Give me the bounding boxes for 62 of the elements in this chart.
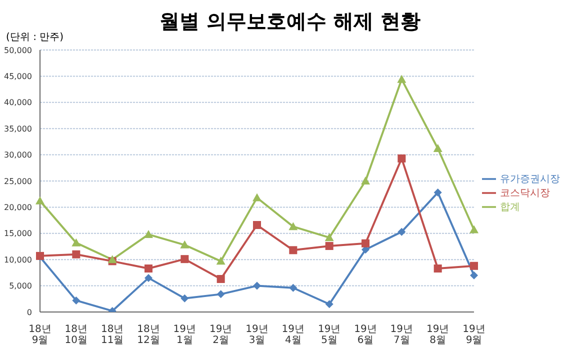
y-tick-label: 0	[26, 308, 32, 317]
x-tick-label: 19년 6월	[354, 324, 377, 346]
x-tick-label: 19년 2월	[209, 324, 232, 346]
point	[288, 222, 298, 230]
legend-label: 코스닥시장	[500, 188, 550, 199]
point	[470, 262, 478, 270]
x-tick-label: 19년 8월	[426, 324, 450, 346]
point	[325, 300, 334, 308]
point	[289, 246, 298, 254]
point	[324, 233, 334, 242]
point	[180, 255, 189, 264]
x-tick-label: 19년 3월	[246, 324, 268, 346]
point	[36, 196, 44, 204]
point	[216, 256, 226, 265]
y-tick-label: 45,000	[4, 72, 32, 82]
y-tick-label: 50,000	[4, 46, 32, 55]
point	[72, 238, 81, 246]
point	[144, 230, 153, 238]
point	[144, 274, 152, 282]
point	[361, 176, 370, 184]
y-tick-label: 20,000	[4, 203, 32, 212]
x-tick-label: 18년 9월	[28, 324, 52, 346]
point	[470, 271, 478, 280]
point	[252, 193, 262, 202]
point	[289, 284, 298, 292]
point	[398, 228, 406, 236]
point	[180, 240, 190, 248]
y-tick-label: 40,000	[4, 98, 32, 108]
point	[434, 264, 442, 273]
y-tick-label: 30,000	[4, 150, 32, 160]
point	[144, 264, 152, 273]
y-tick-label: 35,000	[4, 124, 32, 134]
y-tick-label: 5,000	[9, 282, 32, 291]
y-tick-label: 25,000	[4, 176, 32, 186]
x-tick-label: 18년 11월	[100, 324, 124, 346]
x-tick-label: 19년 9월	[462, 324, 486, 346]
x-tick-label: 19년 7월	[390, 324, 414, 346]
point	[216, 274, 225, 283]
x-tick-label: 19년 1월	[173, 324, 196, 346]
x-tick-label: 18년 10월	[64, 324, 88, 346]
point	[253, 282, 261, 290]
point	[434, 188, 442, 197]
point	[362, 239, 370, 248]
point	[433, 144, 442, 152]
point	[397, 74, 406, 83]
x-tick-label: 19년 5월	[318, 324, 341, 346]
legend-label: 유가증권시장	[500, 174, 560, 185]
point	[470, 225, 478, 234]
point	[398, 154, 406, 162]
x-tick-label: 18년 12월	[137, 324, 160, 346]
point	[253, 221, 261, 230]
point	[216, 290, 225, 298]
y-tick-label: 10,000	[4, 255, 32, 264]
legend-label: 합계	[500, 202, 520, 214]
x-tick-label: 19년 4월	[282, 324, 305, 346]
point	[72, 296, 80, 304]
chart-title: 월별 의무보호예수 해제 현황	[160, 9, 420, 33]
y-axis-title: (단위 : 만주)	[6, 31, 64, 44]
point	[72, 250, 80, 258]
y-tick-label: 15,000	[4, 229, 32, 238]
point	[325, 242, 334, 250]
point	[180, 294, 189, 302]
